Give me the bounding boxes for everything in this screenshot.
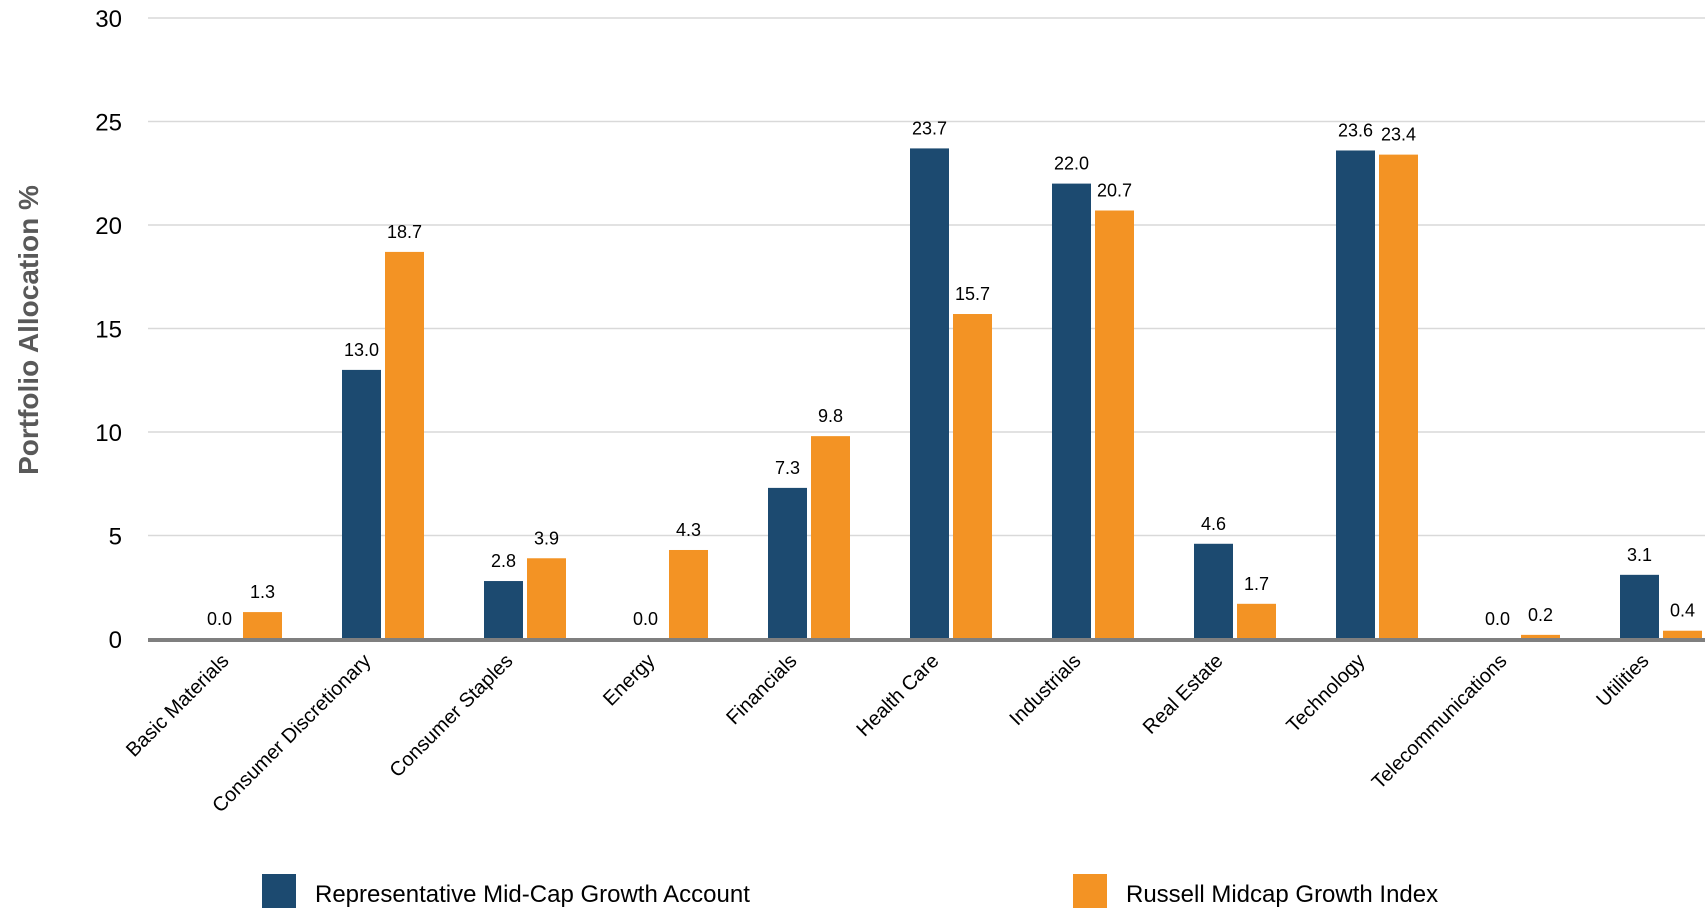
data-label: 1.3 [250, 582, 275, 602]
y-tick-label: 5 [109, 524, 122, 551]
data-label: 0.0 [207, 609, 232, 629]
bar-account [910, 148, 949, 639]
legend-swatch [262, 874, 296, 908]
y-tick-label: 25 [95, 110, 122, 137]
data-label: 7.3 [775, 458, 800, 478]
data-label: 0.2 [1528, 605, 1553, 625]
bar-index [811, 436, 850, 639]
data-label: 9.8 [818, 406, 843, 426]
data-label: 22.0 [1054, 154, 1089, 174]
data-label: 4.3 [676, 520, 701, 540]
category-label: Consumer Staples [386, 650, 518, 782]
y-axis-title: Portfolio Allocation % [13, 185, 44, 475]
y-tick-label: 10 [95, 420, 122, 447]
data-label: 23.7 [912, 118, 947, 138]
bar-index [1521, 634, 1560, 639]
data-labels: 0.0 1.3 13.0 18.7 2.8 3.9 0.0 4.3 7.3 9.8 23.7 15.7… [207, 118, 1695, 629]
category-label: Real Estate [1139, 650, 1228, 739]
category-label: Utilities [1592, 650, 1653, 711]
category-label: Technology [1282, 650, 1369, 737]
category-label: Energy [599, 650, 659, 710]
data-label: 3.1 [1627, 545, 1652, 565]
y-tick-label: 0 [109, 627, 122, 654]
legend-swatch [1073, 874, 1107, 908]
data-label: 18.7 [387, 222, 422, 242]
data-label: 3.9 [534, 528, 559, 548]
category-label: Basic Materials [122, 650, 233, 761]
data-label: 23.4 [1381, 125, 1416, 145]
bar-index [385, 251, 424, 639]
data-label: 0.0 [633, 609, 658, 629]
legend-label: Russell Midcap Growth Index [1126, 881, 1438, 908]
data-label: 4.6 [1201, 514, 1226, 534]
data-label: 23.6 [1338, 120, 1373, 140]
category-label: Industrials [1006, 650, 1086, 730]
data-label: 0.0 [1485, 609, 1510, 629]
legend-label: Representative Mid-Cap Growth Account [315, 881, 750, 908]
bar-index [953, 314, 992, 639]
bar-index [1095, 210, 1134, 639]
data-label: 1.7 [1244, 574, 1269, 594]
y-axis-tick-labels: 0 5 10 15 20 25 30 [95, 6, 122, 654]
bar-account [1052, 183, 1091, 639]
data-label: 0.4 [1670, 601, 1695, 621]
bar-account [768, 487, 807, 639]
category-label: Telecommunications [1368, 650, 1512, 794]
bar-index [1663, 630, 1702, 639]
category-label: Financials [722, 650, 801, 729]
bar-account [1194, 543, 1233, 639]
bar-index [669, 549, 708, 639]
bar-index [1237, 603, 1276, 639]
category-label: Consumer Discretionary [208, 650, 375, 817]
bar-account [1620, 574, 1659, 639]
data-label: 2.8 [491, 551, 516, 571]
data-label: 20.7 [1097, 181, 1132, 201]
category-label: Health Care [853, 650, 944, 741]
bar-account [342, 369, 381, 639]
legend: Representative Mid-Cap Growth Account Rus… [262, 874, 1438, 908]
bar-account [484, 581, 523, 639]
y-tick-label: 20 [95, 213, 122, 240]
data-label: 15.7 [955, 284, 990, 304]
bar-account [1336, 150, 1375, 640]
bar-index [527, 558, 566, 639]
data-label: 13.0 [344, 340, 379, 360]
bar-marks [243, 148, 1702, 640]
y-tick-label: 15 [95, 317, 122, 344]
bar-index [243, 612, 282, 639]
bar-index [1379, 154, 1418, 639]
y-tick-label: 30 [95, 6, 122, 33]
